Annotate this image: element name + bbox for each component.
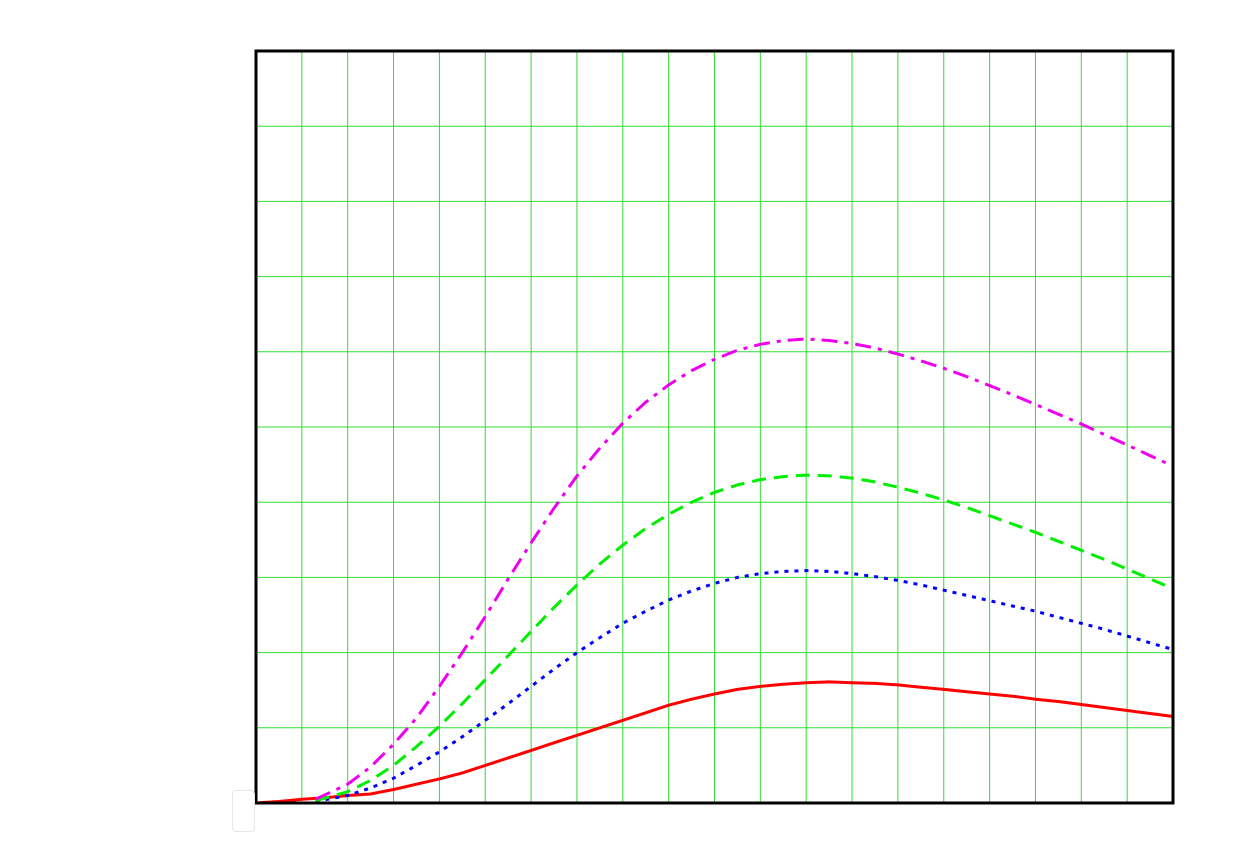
series-line-1 [255, 680, 1174, 805]
plot-frame [254, 49, 1175, 805]
series-line-3 [315, 473, 1174, 803]
chart-series [255, 337, 1174, 805]
corner-panel [232, 790, 255, 832]
series-line-2 [315, 569, 1174, 803]
chart-grid [256, 51, 1173, 803]
series-line-4 [314, 337, 1174, 801]
